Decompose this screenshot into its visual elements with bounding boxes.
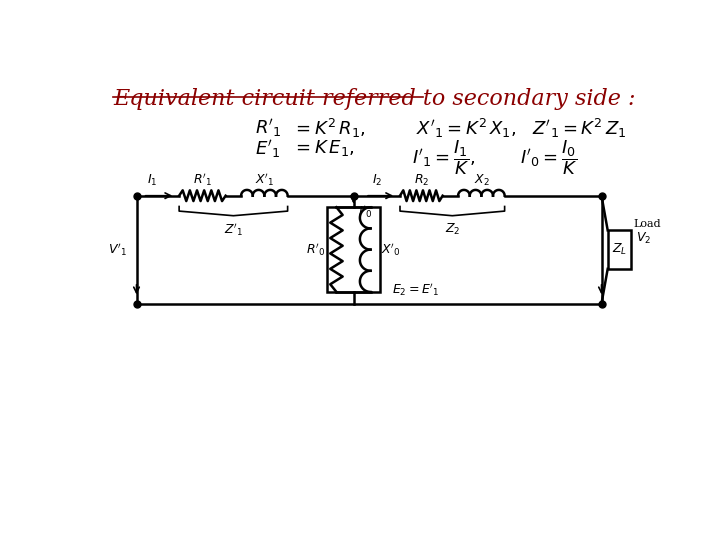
Text: $R'_0$: $R'_0$ (306, 241, 325, 258)
Text: $R'_1$: $R'_1$ (255, 117, 282, 139)
Text: $X'_1$: $X'_1$ (255, 171, 274, 188)
Text: $Z'_1 = K^2\,Z_1$: $Z'_1 = K^2\,Z_1$ (532, 117, 626, 140)
Text: $Z'_1$: $Z'_1$ (224, 222, 243, 239)
Text: $V'_1$: $V'_1$ (108, 241, 127, 258)
Text: $= K\,E_1,$: $= K\,E_1,$ (292, 138, 354, 158)
Bar (327, 207, 380, 292)
Text: $Z_2$: $Z_2$ (444, 222, 460, 237)
Text: Equivalent circuit referred to secondary side :: Equivalent circuit referred to secondary… (113, 88, 636, 110)
Text: $E_2 = E'_1$: $E_2 = E'_1$ (392, 282, 440, 298)
Text: $I'_1 = \dfrac{I_1}{K},$: $I'_1 = \dfrac{I_1}{K},$ (412, 138, 475, 177)
Text: $Z_L$: $Z_L$ (612, 242, 627, 257)
Text: $= K^2\,R_1,$: $= K^2\,R_1,$ (292, 117, 365, 140)
Text: $X'_0$: $X'_0$ (382, 241, 401, 258)
Text: $E'_1$: $E'_1$ (256, 138, 281, 160)
Text: $R_2$: $R_2$ (414, 173, 429, 188)
Text: $I'_0$: $I'_0$ (358, 204, 372, 220)
Text: $X_2$: $X_2$ (474, 173, 489, 188)
Text: $I'_0 = \dfrac{I_0}{K}$: $I'_0 = \dfrac{I_0}{K}$ (520, 138, 577, 177)
Text: $I_2$: $I_2$ (372, 173, 382, 188)
Text: $X'_1 = K^2\,X_1,$: $X'_1 = K^2\,X_1,$ (415, 117, 516, 140)
Text: $R'_1$: $R'_1$ (193, 171, 212, 188)
Text: Load: Load (634, 219, 661, 229)
Bar (608, 231, 631, 269)
Text: $V_2$: $V_2$ (636, 231, 651, 246)
Text: $I_1$: $I_1$ (147, 173, 157, 188)
